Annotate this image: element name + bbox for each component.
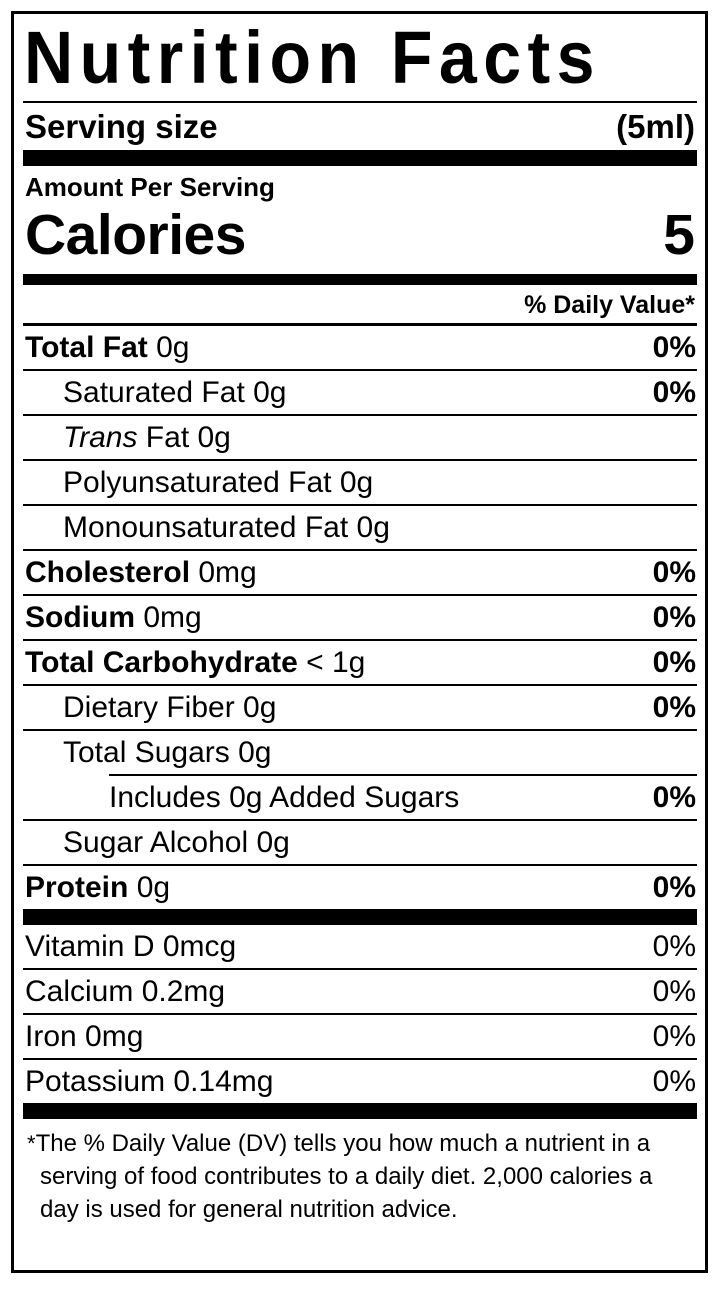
nutrient-name: Monounsaturated Fat 0g (63, 511, 390, 544)
nutrient-row: Sodium 0mg 0% (23, 596, 697, 639)
row-divider (23, 819, 697, 821)
nutrient-row: Polyunsaturated Fat 0g (23, 461, 697, 504)
nutrient-name: Protein 0g (25, 871, 171, 904)
row-divider (23, 369, 697, 371)
divider-thick-under-vitamins (23, 1103, 697, 1119)
row-divider (23, 729, 697, 731)
row-divider (23, 864, 697, 866)
calories-row: Calories 5 (23, 204, 697, 266)
vitamin-row: Vitamin D 0mcg 0% (23, 925, 697, 968)
nutrient-daily-value: 0% (652, 601, 696, 634)
row-divider (23, 684, 697, 686)
nutrient-name: Trans Fat 0g (63, 421, 231, 454)
footnote: *The % Daily Value (DV) tells you how mu… (27, 1119, 697, 1226)
nutrient-row: Sugar Alcohol 0g (23, 821, 697, 864)
row-divider (23, 1058, 697, 1060)
nutrient-row: Trans Fat 0g (23, 416, 697, 459)
nutrient-name: Saturated Fat 0g (63, 376, 287, 409)
nutrient-row: Saturated Fat 0g 0% (23, 371, 697, 414)
nutrient-name: Total Carbohydrate < 1g (25, 646, 366, 679)
serving-size-row: Serving size (5ml) (23, 103, 697, 150)
nutrient-row: Includes 0g Added Sugars 0% (23, 776, 697, 819)
label-inner: Nutrition Facts Serving size (5ml) Amoun… (14, 15, 705, 1226)
vitamin-row: Calcium 0.2mg 0% (23, 970, 697, 1013)
nutrient-amount: 0g (147, 331, 190, 364)
vitamin-row: Potassium 0.14mg 0% (23, 1060, 697, 1103)
nutrient-row: Dietary Fiber 0g 0% (23, 686, 697, 729)
nutrient-name: Sodium 0mg (25, 601, 202, 634)
nutrient-daily-value: 0% (652, 871, 696, 904)
nutrient-row: Protein 0g 0% (23, 866, 697, 909)
amount-per-serving-label: Amount Per Serving (25, 172, 275, 202)
row-divider (23, 459, 697, 461)
calories-value: 5 (663, 203, 695, 267)
nutrient-row: Total Carbohydrate < 1g 0% (23, 641, 697, 684)
vitamin-daily-value: 0% (652, 1065, 696, 1098)
daily-value-header: % Daily Value* (524, 291, 695, 319)
row-divider (23, 968, 697, 970)
nutrient-row: Cholesterol 0mg 0% (23, 551, 697, 594)
nutrient-amount: 0g (244, 376, 287, 409)
nutrient-amount: 0g (248, 826, 290, 859)
nutrient-amount: 0g (348, 511, 390, 544)
serving-size-value: (5ml) (616, 108, 695, 145)
nutrient-name: Includes 0g Added Sugars (109, 781, 460, 814)
vitamin-row: Iron 0mg 0% (23, 1015, 697, 1058)
nutrient-row: Total Sugars 0g (23, 731, 697, 774)
row-divider (23, 414, 697, 416)
vitamin-name: Iron 0mg (25, 1020, 144, 1053)
calories-label: Calories (25, 203, 246, 267)
footnote-text: The % Daily Value (DV) tells you how muc… (35, 1130, 653, 1223)
nutrient-amount: < 1g (297, 646, 366, 679)
nutrient-name: Sugar Alcohol 0g (63, 826, 290, 859)
footnote-asterisk: * (27, 1131, 36, 1156)
vitamin-name: Vitamin D 0mcg (25, 930, 237, 963)
row-divider (23, 594, 697, 596)
nutrient-name: Dietary Fiber 0g (63, 691, 277, 724)
nutrient-daily-value: 0% (652, 781, 696, 814)
nutrient-list: Total Fat 0g 0% Saturated Fat 0g 0% Trans Fa… (23, 326, 697, 909)
nutrient-amount: 0mg (190, 556, 257, 589)
nutrient-amount: 0g (234, 691, 277, 724)
nutrient-amount: 0g (128, 871, 171, 904)
nutrient-amount: 0g (331, 466, 374, 499)
label-title: Nutrition Facts (24, 16, 601, 99)
nutrient-name: Polyunsaturated Fat 0g (63, 466, 374, 499)
nutrient-name: Total Sugars 0g (63, 736, 272, 769)
nutrient-amount: 0mg (135, 601, 202, 634)
nutrient-row: Monounsaturated Fat 0g (23, 506, 697, 549)
nutrient-daily-value: 0% (652, 556, 696, 589)
nutrient-amount: 0g (229, 736, 272, 769)
nutrition-facts-label: Nutrition Facts Serving size (5ml) Amoun… (11, 11, 708, 1273)
divider-under-title (23, 101, 697, 103)
divider-thick-under-protein (23, 909, 697, 925)
nutrient-daily-value: 0% (652, 691, 696, 724)
divider-above-nutrients (23, 323, 697, 326)
vitamin-name: Potassium 0.14mg (25, 1065, 274, 1098)
nutrient-name: Total Fat 0g (25, 331, 190, 364)
row-divider (23, 504, 697, 506)
divider-thick-under-serving (23, 150, 697, 166)
vitamin-daily-value: 0% (652, 975, 696, 1008)
row-divider (109, 774, 697, 776)
nutrient-daily-value: 0% (652, 331, 696, 364)
nutrient-name: Cholesterol 0mg (25, 556, 257, 589)
row-divider (23, 1013, 697, 1015)
vitamin-name: Calcium 0.2mg (25, 975, 226, 1008)
nutrient-daily-value: 0% (652, 646, 696, 679)
divider-thick-under-calories (23, 274, 697, 285)
vitamin-daily-value: 0% (652, 930, 696, 963)
nutrient-row: Total Fat 0g 0% (23, 326, 697, 369)
row-divider (23, 549, 697, 551)
vitamin-list: Vitamin D 0mcg 0% Calcium 0.2mg 0% Iron 0mg 0… (23, 925, 697, 1103)
serving-size-label: Serving size (25, 108, 218, 145)
vitamin-daily-value: 0% (652, 1020, 696, 1053)
nutrient-daily-value: 0% (652, 376, 696, 409)
nutrient-amount: Fat 0g (137, 421, 231, 454)
row-divider (23, 639, 697, 641)
